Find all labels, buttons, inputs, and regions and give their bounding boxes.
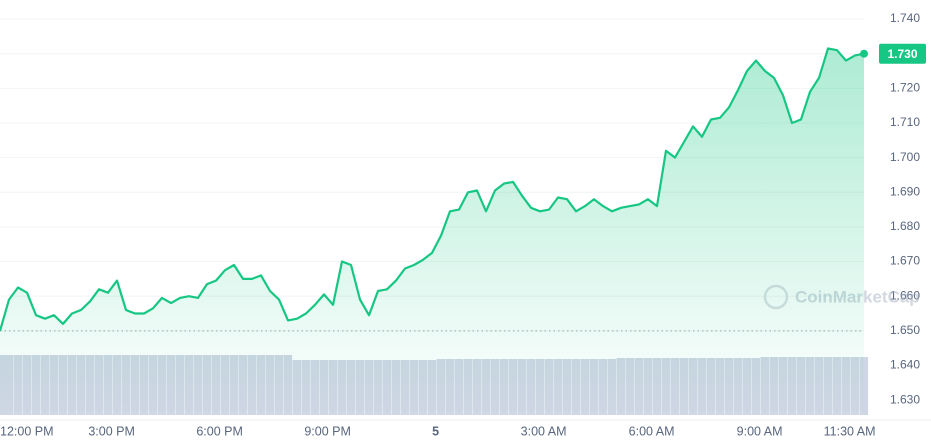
price-line: [0, 47, 865, 332]
y-tick-label: 1.690: [890, 184, 920, 198]
y-tick-label: 1.680: [890, 219, 920, 233]
x-tick-label: 3:00 PM: [88, 424, 135, 438]
y-tick-label: 1.630: [890, 392, 920, 406]
x-tick-label: 3:00 AM: [521, 424, 567, 438]
x-tick-label: 5: [432, 424, 439, 438]
y-tick-label: 1.660: [890, 288, 920, 302]
y-tick-label: 1.700: [890, 150, 920, 164]
y-tick-label: 1.640: [890, 358, 920, 372]
x-tick-label: 6:00 PM: [196, 424, 243, 438]
y-tick-label: 1.710: [890, 115, 920, 129]
x-tick-label: 9:00 PM: [304, 424, 351, 438]
y-tick-label: 1.670: [890, 254, 920, 268]
current-price-tag: [879, 43, 926, 64]
price-area: [0, 48, 864, 415]
y-tick-label: 1.650: [890, 323, 920, 337]
x-tick-label: 6:00 AM: [629, 424, 675, 438]
last-point: [860, 49, 868, 58]
x-tick-label: 12:00 PM: [0, 424, 54, 438]
y-tick-label: 1.720: [890, 81, 920, 95]
x-tick-label: 9:00 AM: [737, 424, 783, 438]
current-price-label: 1.730: [887, 47, 917, 61]
x-tick-label: 11:30 AM: [824, 424, 876, 438]
y-tick-label: 1.740: [890, 11, 920, 25]
